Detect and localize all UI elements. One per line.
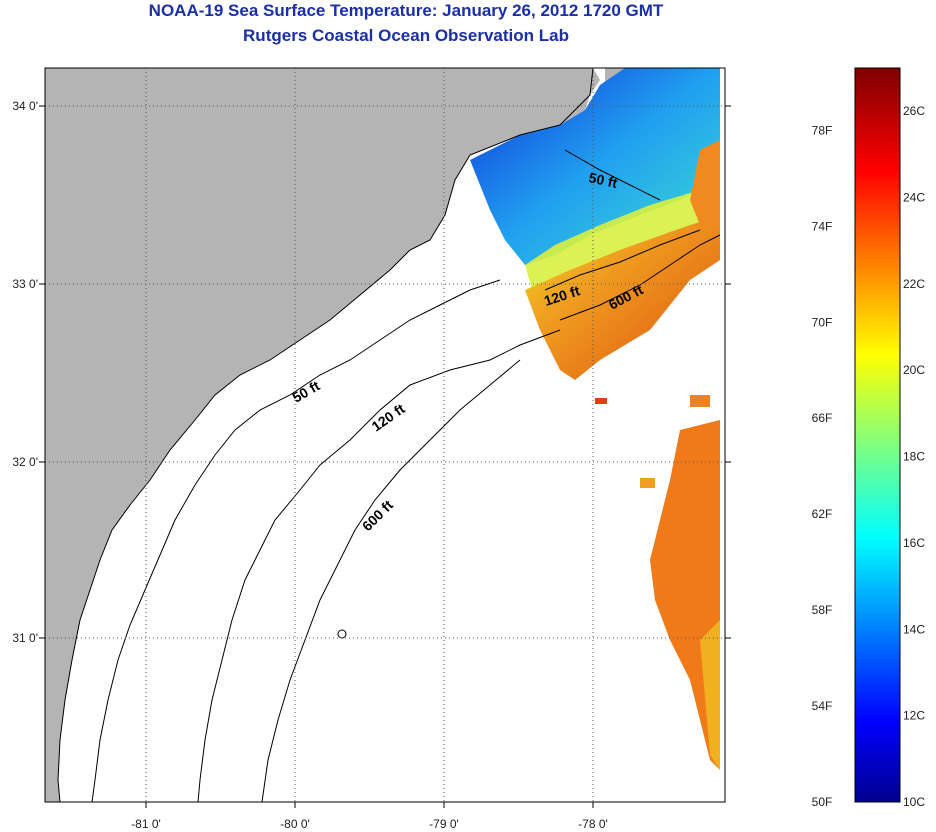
colorbar-celsius-label: 10C: [903, 795, 925, 809]
colorbar-celsius-label: 20C: [903, 363, 925, 377]
colorbar-fahrenheit-label: 66F: [812, 411, 833, 425]
lat-tick-label: 32 0': [12, 455, 38, 469]
lon-tick-label: -78 0': [578, 817, 608, 831]
colorbar-celsius-label: 18C: [903, 450, 925, 464]
colorbar-fahrenheit-label: 78F: [812, 123, 833, 137]
colorbar-fahrenheit-label: 70F: [812, 315, 833, 329]
colorbar-celsius-label: 16C: [903, 536, 925, 550]
lat-tick-label: 33 0': [12, 277, 38, 291]
colorbar-fahrenheit-label: 62F: [812, 507, 833, 521]
grid-lines: [45, 68, 725, 802]
isobath-50ft: [91, 149, 661, 802]
sst-south-region: [650, 420, 720, 770]
colorbar-celsius-label: 12C: [903, 709, 925, 723]
colorbar-fahrenheit-label: 58F: [812, 603, 833, 617]
coastline: [57, 68, 594, 802]
chart-title: NOAA-19 Sea Surface Temperature: January…: [148, 1, 664, 20]
colorbar-fahrenheit-label: 54F: [812, 699, 833, 713]
lon-tick-label: -80 0': [280, 817, 310, 831]
sst-warm-region: [525, 215, 720, 380]
lon-tick-label: -79 0': [429, 817, 459, 831]
colorbar: [854, 67, 901, 803]
colorbar-celsius-label: 26C: [903, 104, 925, 118]
chart-subtitle: Rutgers Coastal Ocean Observation Lab: [243, 26, 569, 45]
sst-cold-region: [470, 68, 720, 265]
isobath-120ft: [197, 229, 701, 802]
lat-tick-label: 34 0': [12, 99, 38, 113]
colorbar-fahrenheit-label: 50F: [812, 795, 833, 809]
colorbar-celsius-label: 14C: [903, 622, 925, 636]
colorbar-celsius-label: 24C: [903, 191, 925, 205]
land-mass: [45, 68, 600, 802]
contour-label-50ft-north: 50 ft: [587, 169, 619, 191]
isobath-600ft: [261, 234, 721, 802]
colorbar-fahrenheit-label: 74F: [812, 219, 833, 233]
lat-tick-label: 31 0': [12, 631, 38, 645]
colorbar-celsius-label: 22C: [903, 277, 925, 291]
lon-tick-label: -81 0': [131, 817, 161, 831]
